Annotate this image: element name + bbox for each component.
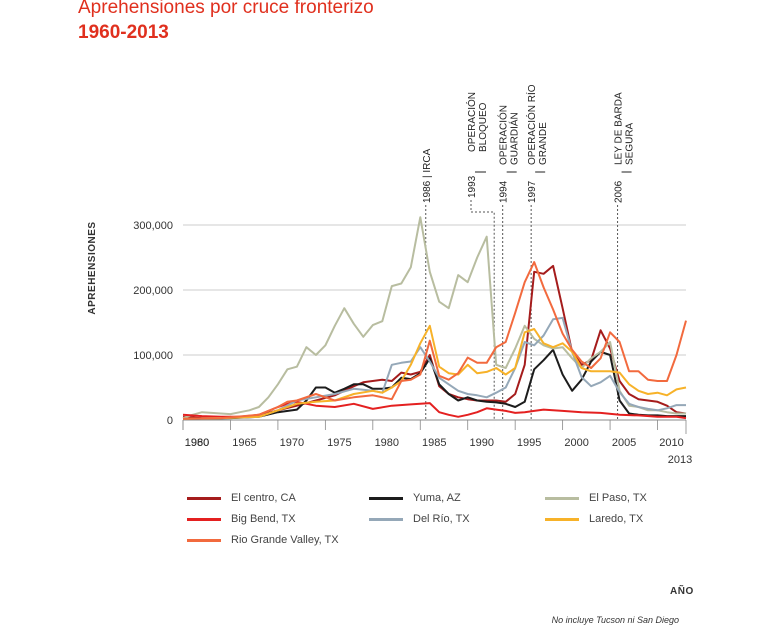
- legend-label: El centro, CA: [231, 492, 296, 504]
- series-lines: [182, 216, 687, 420]
- event-label-2006: SEGURA: [625, 122, 636, 165]
- footnote: No incluye Tucson ni San Diego: [551, 615, 679, 625]
- x-tick-label: 1990: [469, 437, 493, 449]
- x-tick-label: 1985: [422, 437, 446, 449]
- y-tick-label: 200,000: [133, 285, 173, 297]
- legend-item: Yuma, AZ: [369, 492, 461, 504]
- series-line-rio-grande-valley-tx: [182, 261, 687, 420]
- y-tick-label: 100,000: [133, 350, 173, 362]
- legend-swatch: [369, 496, 403, 500]
- series-line-del-r-o-tx: [182, 316, 686, 420]
- event-label-1997: 1997: [527, 180, 538, 203]
- y-axis-title: APREHENSIONES: [87, 221, 98, 314]
- chart-subtitle: 1960-2013: [78, 22, 169, 43]
- series-line-yuma-az: [182, 348, 686, 420]
- event-label-1994: OPERACIÓN: [497, 105, 510, 165]
- y-tick-label: 0: [167, 415, 173, 427]
- legend-swatch: [369, 517, 403, 521]
- legend-swatch: [545, 517, 579, 521]
- event-label-1997: GRANDE: [538, 122, 549, 165]
- legend-item: El Paso, TX: [545, 492, 647, 504]
- x-tick-label: 2005: [612, 437, 636, 449]
- legend-label: Del Río, TX: [413, 513, 470, 525]
- legend-item: Rio Grande Valley, TX: [187, 534, 339, 546]
- event-label-1994: GUARDIÁN: [508, 112, 521, 165]
- chart-title: Aprehensiones por cruce fronterizo: [78, 0, 374, 18]
- x-tick-label: 1960: [185, 437, 209, 449]
- legend-label: Big Bend, TX: [231, 513, 296, 525]
- event-label-2006: LEY DE BARDA: [614, 92, 625, 165]
- event-label-2006: 2006: [614, 180, 625, 203]
- x-tick-label-end: 2013: [668, 454, 692, 466]
- y-tick-label: 300,000: [133, 220, 173, 232]
- event-label-1994: 1994: [499, 180, 510, 203]
- x-tick-label: 1975: [327, 437, 351, 449]
- x-tick-label: 1980: [375, 437, 399, 449]
- event-label-1997: OPERACIÓN RÍO: [525, 84, 538, 165]
- event-label-1993: OPERACIÓN: [465, 92, 478, 152]
- legend-swatch: [187, 496, 221, 500]
- gridlines: 0 100,000 200,000 300,000: [133, 220, 686, 427]
- x-tick-label: 1965: [232, 437, 256, 449]
- event-label-1993: 1993: [467, 175, 478, 198]
- legend-item: El centro, CA: [187, 492, 296, 504]
- legend-label: Laredo, TX: [589, 513, 644, 525]
- event-label-1993: BLOQUEO: [478, 102, 489, 152]
- event-label-1986: 1986 | IRCA: [422, 148, 433, 203]
- x-tick-label: 2010: [659, 437, 683, 449]
- legend-item: Laredo, TX: [545, 513, 643, 525]
- legend-swatch: [545, 496, 579, 500]
- x-tick-label: 1980: [185, 437, 209, 449]
- series-line-laredo-tx: [182, 324, 687, 420]
- x-tick-label: 1970: [280, 437, 304, 449]
- legend-label: Rio Grande Valley, TX: [231, 534, 339, 546]
- event-line-1993: [470, 200, 495, 420]
- legend-swatch: [187, 538, 221, 542]
- legend-label: El Paso, TX: [589, 492, 647, 504]
- legend-item: Del Río, TX: [369, 513, 470, 525]
- legend-swatch: [187, 517, 221, 521]
- legend-label: Yuma, AZ: [413, 492, 461, 504]
- series-line-el-paso-tx: [182, 216, 686, 420]
- legend-item: Big Bend, TX: [187, 513, 296, 525]
- x-tick-label: 1995: [517, 437, 541, 449]
- x-tick-label: 2000: [564, 437, 588, 449]
- x-axis-title: AÑO: [670, 586, 694, 597]
